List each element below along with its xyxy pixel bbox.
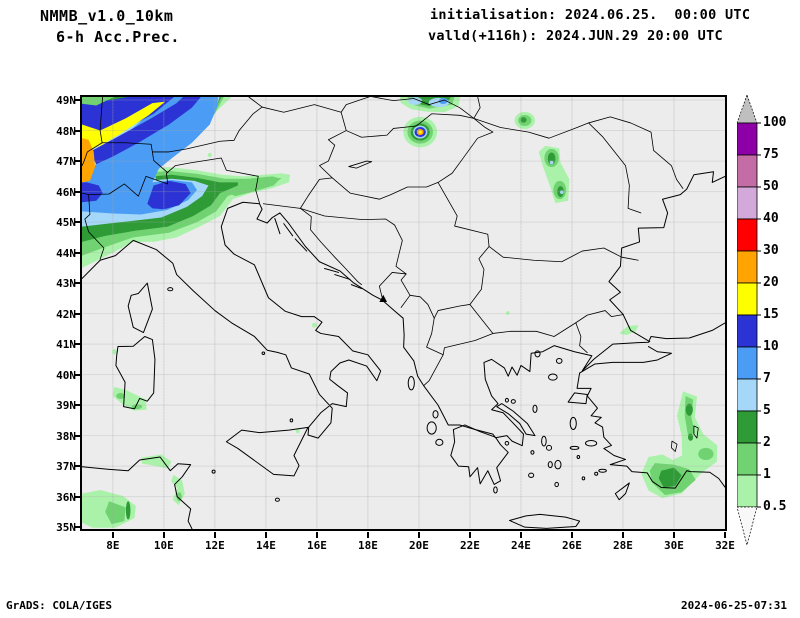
lon-axis-label: 32E (715, 539, 735, 552)
lon-axis-label: 22E (460, 539, 480, 552)
lat-axis-label: 46N (56, 185, 76, 199)
coastlines (82, 161, 725, 529)
colorbar-label: 20 (763, 275, 779, 290)
lat-tick (74, 99, 81, 102)
colorbar-label: 40 (763, 211, 779, 226)
colorbar-label: 15 (763, 307, 779, 322)
lat-tick (74, 495, 81, 498)
lat-tick (74, 190, 81, 193)
lon-tick (111, 532, 114, 538)
creation-timestamp: 2024-06-25-07:31 (681, 599, 787, 612)
model-title: NMMB_v1.0_10km (40, 7, 174, 25)
lat-axis-label: 40N (56, 368, 76, 382)
lon-axis-label: 24E (511, 539, 531, 552)
lat-axis-label: 45N (56, 216, 76, 230)
colorbar-label: 30 (763, 243, 779, 258)
colorbar-segment (736, 282, 758, 316)
lat-axis-label: 44N (56, 246, 76, 260)
lat-tick (74, 434, 81, 437)
lat-axis-label: 35N (56, 521, 76, 535)
lat-tick (74, 343, 81, 346)
lon-tick (724, 532, 726, 538)
lat-axis-label: 41N (56, 338, 76, 352)
colorbar-segment (736, 122, 758, 156)
lat-tick (74, 221, 81, 224)
colorbar-segment (736, 154, 758, 188)
lon-axis-label: 8E (106, 539, 120, 552)
colorbar-label: 50 (763, 179, 779, 194)
lon-axis-label: 12E (204, 539, 225, 552)
lon-axis-label: 28E (613, 539, 633, 552)
lat-axis-label: 37N (56, 460, 76, 474)
map-frame (80, 95, 727, 531)
valid-time-label: valld(+116h): 2024.JUN.29 20:00 UTC (428, 28, 723, 44)
colorbar-segment (736, 250, 758, 284)
lon-tick (315, 532, 318, 538)
colorbar-label: 2 (763, 435, 771, 450)
lon-tick (570, 532, 573, 538)
lat-axis-label: 42N (56, 307, 76, 321)
lat-tick (74, 404, 81, 407)
country-borders (82, 97, 683, 385)
lat-tick (74, 160, 81, 163)
colorbar: 100 75 50 40 30 20 15 10 7 5 2 1 0.5 (736, 93, 800, 565)
colorbar-segment (736, 218, 758, 252)
lon-axis-label: 16E (306, 539, 327, 552)
colorbar-label: 10 (763, 339, 779, 354)
colorbar-graphic (736, 93, 761, 547)
colorbar-arrow-below (736, 506, 758, 547)
lon-tick (417, 532, 420, 538)
lon-axis-label: 14E (255, 539, 276, 552)
colorbar-label: 100 (763, 115, 787, 130)
lat-axis-label: 43N (56, 277, 76, 291)
lat-tick (74, 251, 81, 254)
field-title: 6-h Acc.Prec. (56, 28, 180, 46)
lat-tick (74, 526, 81, 529)
lat-axis-label: 47N (56, 155, 76, 169)
lon-axis-label: 10E (153, 539, 174, 552)
lon-tick (162, 532, 165, 538)
colorbar-segment (736, 442, 758, 476)
grads-credit: GrADS: COLA/IGES (6, 599, 112, 612)
colorbar-label: 5 (763, 403, 771, 418)
lat-tick (74, 312, 81, 315)
lon-tick (366, 532, 369, 538)
lat-tick (74, 465, 81, 468)
initialisation-label: initialisation: 2024.06.25. 00:00 UTC (430, 7, 751, 23)
lon-axis-label: 30E (664, 539, 684, 552)
lon-axis-label: 20E (408, 539, 429, 552)
lat-axis-label: 36N (56, 490, 76, 504)
lon-axis-label: 18E (357, 539, 378, 552)
lat-axis-label: 39N (56, 399, 76, 413)
colorbar-arrow-above (736, 93, 758, 124)
colorbar-label: 7 (763, 371, 771, 386)
lon-tick (213, 532, 216, 538)
lon-axis-label: 26E (562, 539, 582, 552)
lat-tick (74, 129, 81, 132)
lat-axis-label: 49N (56, 94, 76, 108)
lat-axis-label: 38N (56, 429, 76, 443)
map-plot (82, 97, 725, 529)
colorbar-label: 1 (763, 467, 771, 482)
lat-tick (74, 282, 81, 285)
lon-tick (621, 532, 624, 538)
colorbar-segment (736, 474, 758, 508)
station-marker (379, 294, 388, 303)
precipitation-shading (82, 97, 718, 528)
lon-tick (264, 532, 267, 538)
lon-tick (672, 532, 675, 538)
colorbar-segment (736, 314, 758, 348)
colorbar-segment (736, 410, 758, 444)
lat-tick (74, 373, 81, 376)
colorbar-segment (736, 346, 758, 380)
colorbar-label: 75 (763, 147, 779, 162)
colorbar-segment (736, 186, 758, 220)
lon-tick (468, 532, 471, 538)
colorbar-segment (736, 378, 758, 412)
colorbar-label: 0.5 (763, 499, 787, 514)
lat-axis-label: 48N (56, 124, 76, 138)
lon-tick (519, 532, 522, 538)
